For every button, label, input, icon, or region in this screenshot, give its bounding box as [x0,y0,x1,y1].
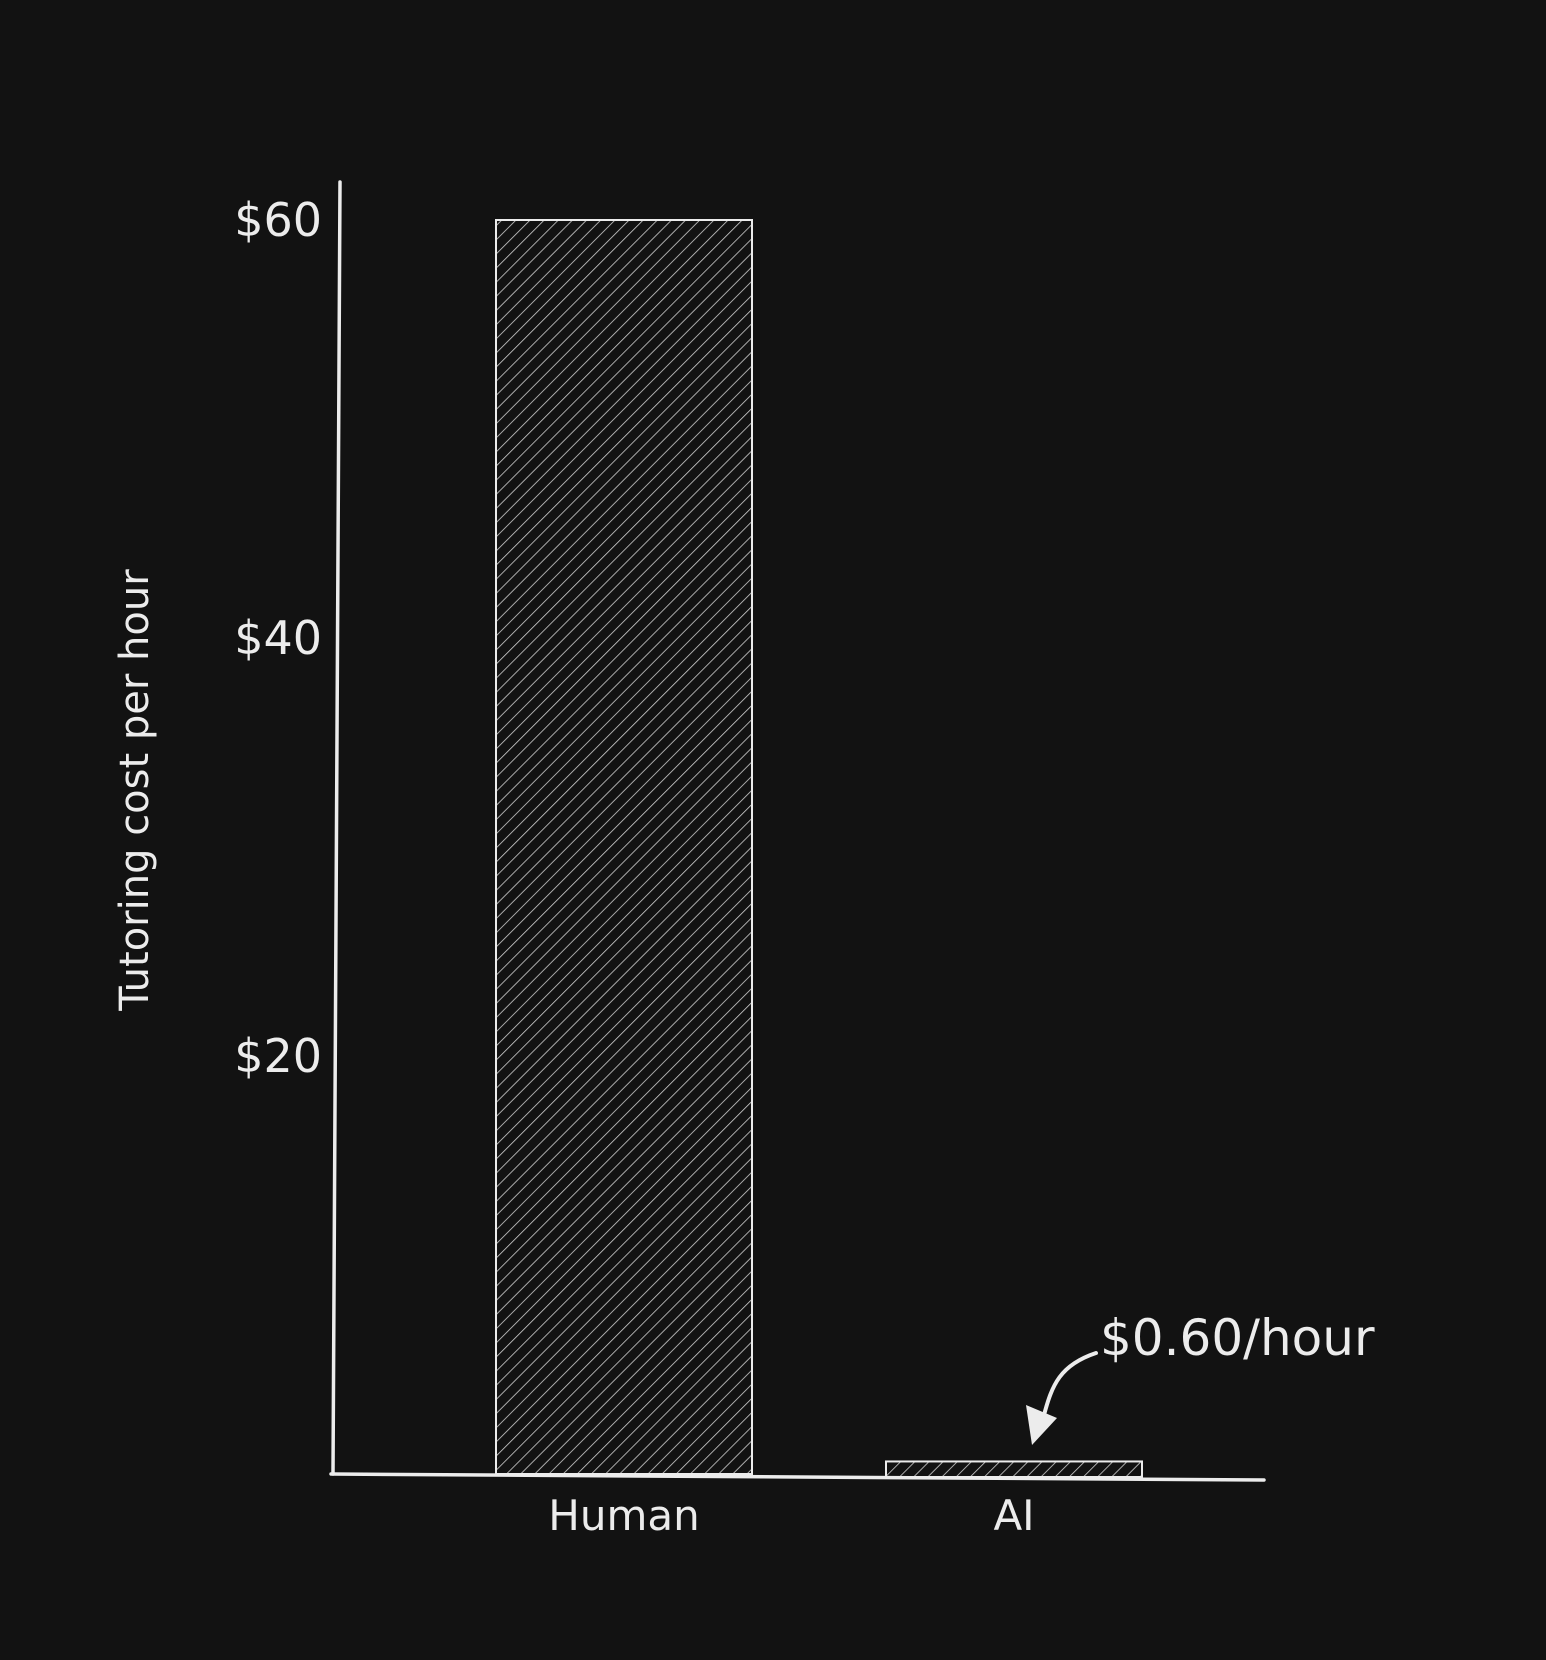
bar-ai [885,1460,1143,1478]
y-tick-label: $60 [234,193,322,247]
y-tick-label: $20 [234,1029,322,1083]
bar-human [495,219,753,1475]
annotation-arrow [1042,1351,1098,1417]
y-axis [331,180,342,1476]
x-axis [329,1472,1266,1482]
x-tick-label: AI [993,1491,1034,1540]
arrow-head-icon [1026,1405,1057,1445]
x-tick-label: Human [548,1491,699,1540]
annotation-label: $0.60/hour [1100,1309,1375,1367]
y-tick-label: $40 [234,611,322,665]
y-axis-label: Tutoring cost per hour [112,569,158,1012]
annotation: $0.60/hour [1026,1309,1375,1445]
